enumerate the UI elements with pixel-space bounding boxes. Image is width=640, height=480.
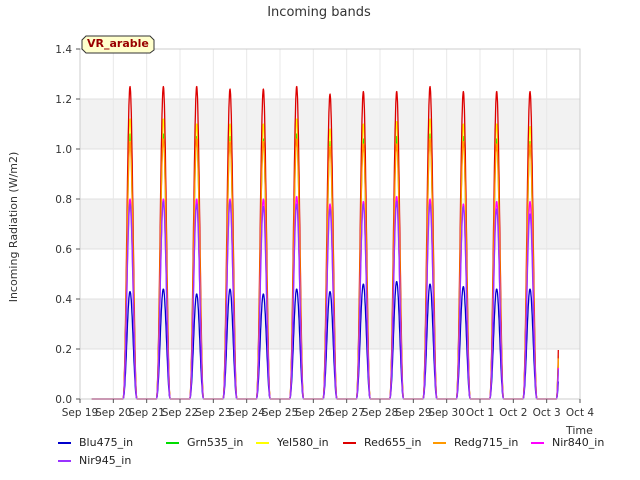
y-axis: 0.0 0.2 0.4 0.6 0.8 1.0 1.2 1.4 <box>55 44 80 406</box>
x-tick-label: Sep 27 <box>328 407 365 419</box>
y-tick-label: 1.0 <box>55 144 72 156</box>
y-tick-label: 0.2 <box>55 344 72 356</box>
plot-frame <box>79 48 581 400</box>
chart-title: Incoming bands <box>267 5 371 20</box>
legend-item-blu475_in: Blu475_in <box>58 436 133 449</box>
y-tick-label: 0.0 <box>55 394 72 406</box>
x-axis-label: Time <box>565 424 593 437</box>
x-tick-label: Oct 1 <box>466 407 494 419</box>
legend-swatch <box>531 441 544 444</box>
legend-label: Nir945_in <box>79 454 132 467</box>
y-tick-label: 0.4 <box>55 294 72 306</box>
y-axis-label: Incoming Radiation (W/m2) <box>7 152 20 303</box>
grid-band <box>80 299 580 349</box>
x-tick-label: Sep 29 <box>395 407 432 419</box>
legend-item-nir840_in: Nir840_in <box>531 436 604 449</box>
legend-label: Blu475_in <box>79 436 134 449</box>
legend-item-red655_in: Red655_in <box>343 436 421 449</box>
legend-label: Red655_in <box>364 436 422 449</box>
y-tick-label: 1.2 <box>55 94 72 106</box>
x-tick-label: Sep 20 <box>95 407 132 419</box>
legend-swatch <box>433 441 446 444</box>
x-tick-label: Sep 21 <box>128 407 165 419</box>
legend-label: Nir840_in <box>552 436 605 449</box>
legend-item-yel580_in: Yel580_in <box>256 436 329 449</box>
legend-swatch <box>343 441 356 444</box>
legend-label: Grn535_in <box>187 436 244 449</box>
annotation-box: VR_arable <box>81 35 155 54</box>
legend-swatch <box>166 441 179 444</box>
annotation-label: VR_arable <box>87 37 149 50</box>
legend-item-grn535_in: Grn535_in <box>166 436 243 449</box>
x-tick-label: Oct 4 <box>566 407 594 419</box>
x-tick-label: Sep 23 <box>195 407 232 419</box>
legend-item-redg715_in: Redg715_in <box>433 436 518 449</box>
x-tick-label: Sep 19 <box>62 407 99 419</box>
legend-swatch <box>58 459 71 462</box>
x-tick-label: Oct 3 <box>533 407 561 419</box>
x-tick-label: Sep 25 <box>262 407 299 419</box>
y-tick-label: 0.6 <box>55 244 72 256</box>
plot-background-bands <box>80 49 580 399</box>
legend-swatch <box>256 441 269 444</box>
x-tick-label: Sep 22 <box>162 407 199 419</box>
legend-item-nir945_in: Nir945_in <box>58 454 131 467</box>
x-tick-label: Sep 28 <box>362 407 399 419</box>
x-tick-label: Sep 24 <box>228 407 265 419</box>
x-tick-label: Sep 26 <box>295 407 332 419</box>
legend-label: Redg715_in <box>454 436 519 449</box>
x-tick-label: Oct 2 <box>499 407 527 419</box>
legend-label: Yel580_in <box>277 436 329 449</box>
y-tick-label: 0.8 <box>55 194 72 206</box>
x-tick-label: Sep 30 <box>428 407 465 419</box>
legend-swatch <box>58 441 71 444</box>
y-tick-label: 1.4 <box>55 44 72 56</box>
